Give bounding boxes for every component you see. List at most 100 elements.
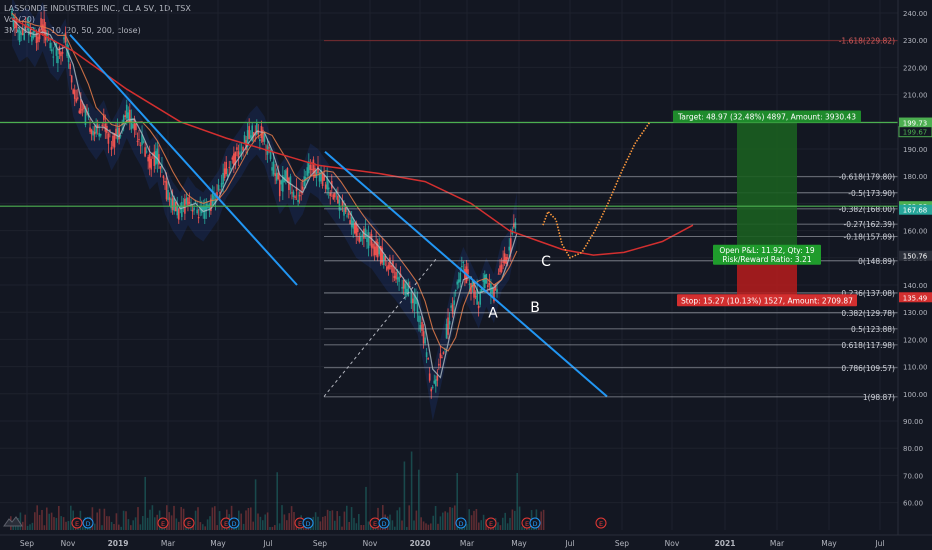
candle-body[interactable] bbox=[364, 228, 367, 238]
candle-body[interactable] bbox=[139, 145, 142, 147]
candle-body[interactable] bbox=[263, 134, 266, 142]
candle-body[interactable] bbox=[373, 246, 376, 256]
candle-body[interactable] bbox=[320, 169, 322, 182]
candle-body[interactable] bbox=[187, 197, 189, 207]
candle-body[interactable] bbox=[31, 35, 33, 42]
candle-body[interactable] bbox=[17, 29, 19, 33]
candle-body[interactable] bbox=[490, 283, 492, 297]
candle-body[interactable] bbox=[73, 89, 76, 99]
candle-body[interactable] bbox=[67, 52, 70, 63]
candle-body[interactable] bbox=[349, 220, 351, 225]
candle-body[interactable] bbox=[288, 177, 290, 191]
candle-body[interactable] bbox=[89, 127, 91, 132]
candle-body[interactable] bbox=[170, 198, 172, 209]
candle-body[interactable] bbox=[222, 172, 224, 185]
candle-body[interactable] bbox=[292, 191, 295, 198]
earnings-marker[interactable] bbox=[595, 517, 607, 529]
candle-body[interactable] bbox=[243, 135, 246, 144]
candle-body[interactable] bbox=[23, 33, 26, 40]
candle-body[interactable] bbox=[107, 133, 110, 144]
candle-body[interactable] bbox=[308, 161, 310, 174]
candle-body[interactable] bbox=[220, 182, 223, 188]
dividend-marker[interactable] bbox=[529, 517, 541, 529]
candle-body[interactable] bbox=[254, 134, 257, 136]
candle-body[interactable] bbox=[413, 294, 416, 311]
candle-body[interactable] bbox=[367, 232, 370, 249]
candle-body[interactable] bbox=[453, 300, 455, 305]
candle-body[interactable] bbox=[90, 129, 93, 135]
candle-body[interactable] bbox=[387, 265, 390, 269]
candle-body[interactable] bbox=[416, 299, 419, 314]
candle-body[interactable] bbox=[37, 36, 39, 42]
candle-body[interactable] bbox=[421, 322, 423, 331]
candle-body[interactable] bbox=[70, 75, 73, 83]
earnings-marker[interactable] bbox=[485, 517, 497, 529]
candle-body[interactable] bbox=[251, 125, 254, 141]
candle-body[interactable] bbox=[96, 124, 99, 129]
candle-body[interactable] bbox=[217, 185, 220, 191]
candle-body[interactable] bbox=[415, 296, 417, 304]
candle-body[interactable] bbox=[12, 16, 15, 27]
symbol-title[interactable]: LASSONDE INDUSTRIES INC., CL A SV, 1D, T… bbox=[4, 4, 191, 13]
candle-body[interactable] bbox=[382, 255, 385, 265]
candle-body[interactable] bbox=[473, 282, 475, 298]
candle-body[interactable] bbox=[69, 63, 71, 70]
candle-body[interactable] bbox=[55, 43, 58, 56]
candle-body[interactable] bbox=[78, 110, 81, 114]
candle-body[interactable] bbox=[318, 172, 321, 182]
candle-body[interactable] bbox=[306, 167, 309, 176]
candle-body[interactable] bbox=[35, 32, 38, 44]
candle-body[interactable] bbox=[439, 353, 442, 359]
candle-body[interactable] bbox=[355, 222, 358, 236]
candle-body[interactable] bbox=[124, 115, 127, 117]
candle-body[interactable] bbox=[499, 265, 501, 273]
stop-label-box[interactable] bbox=[677, 294, 857, 307]
trendline-upper[interactable] bbox=[69, 34, 298, 286]
candle-body[interactable] bbox=[177, 208, 180, 220]
candle-body[interactable] bbox=[300, 191, 302, 194]
candle-body[interactable] bbox=[425, 352, 428, 358]
candle-body[interactable] bbox=[321, 173, 324, 186]
candle-body[interactable] bbox=[240, 151, 243, 153]
candle-body[interactable] bbox=[451, 304, 454, 314]
candle-body[interactable] bbox=[58, 46, 61, 55]
candle-body[interactable] bbox=[433, 380, 436, 384]
candle-body[interactable] bbox=[61, 51, 64, 54]
candle-body[interactable] bbox=[76, 97, 79, 99]
candle-body[interactable] bbox=[410, 289, 413, 304]
dividend-marker[interactable] bbox=[82, 517, 94, 529]
candle-body[interactable] bbox=[286, 167, 289, 182]
candle-body[interactable] bbox=[461, 265, 463, 267]
candle-body[interactable] bbox=[50, 49, 53, 52]
moving-average-indicator-label[interactable]: 3MA BB (5, 10, 20, 50, 200, close) bbox=[4, 26, 141, 35]
candle-body[interactable] bbox=[289, 176, 292, 186]
candle-body[interactable] bbox=[135, 123, 137, 131]
candle-body[interactable] bbox=[130, 118, 133, 130]
candle-body[interactable] bbox=[381, 247, 384, 263]
price-tag[interactable] bbox=[899, 117, 932, 128]
candle-body[interactable] bbox=[509, 238, 512, 254]
candle-body[interactable] bbox=[109, 129, 111, 131]
candle-body[interactable] bbox=[223, 168, 226, 178]
candle-body[interactable] bbox=[285, 170, 287, 182]
candle-body[interactable] bbox=[110, 147, 113, 150]
candle-body[interactable] bbox=[370, 234, 373, 248]
candle-body[interactable] bbox=[479, 291, 481, 305]
candle-body[interactable] bbox=[75, 98, 78, 102]
candle-body[interactable] bbox=[297, 199, 299, 203]
candle-body[interactable] bbox=[280, 180, 283, 185]
candle-body[interactable] bbox=[248, 126, 250, 140]
candle-body[interactable] bbox=[404, 283, 407, 296]
candle-body[interactable] bbox=[502, 259, 504, 263]
candle-body[interactable] bbox=[162, 175, 165, 179]
candle-body[interactable] bbox=[226, 174, 229, 177]
candle-body[interactable] bbox=[386, 266, 388, 271]
candle-body[interactable] bbox=[487, 285, 489, 288]
candle-body[interactable] bbox=[456, 281, 459, 285]
candle-body[interactable] bbox=[34, 36, 36, 38]
earnings-marker[interactable] bbox=[157, 517, 169, 529]
candle-body[interactable] bbox=[275, 172, 278, 181]
candle-body[interactable] bbox=[259, 139, 261, 142]
candle-body[interactable] bbox=[193, 207, 195, 211]
candle-body[interactable] bbox=[197, 216, 200, 219]
